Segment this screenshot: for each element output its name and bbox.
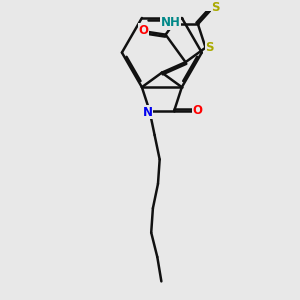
Text: S: S bbox=[206, 41, 214, 54]
Text: NH: NH bbox=[160, 16, 181, 29]
Text: O: O bbox=[193, 104, 202, 117]
Text: N: N bbox=[143, 106, 153, 119]
Text: O: O bbox=[138, 24, 148, 37]
Text: S: S bbox=[211, 1, 220, 14]
